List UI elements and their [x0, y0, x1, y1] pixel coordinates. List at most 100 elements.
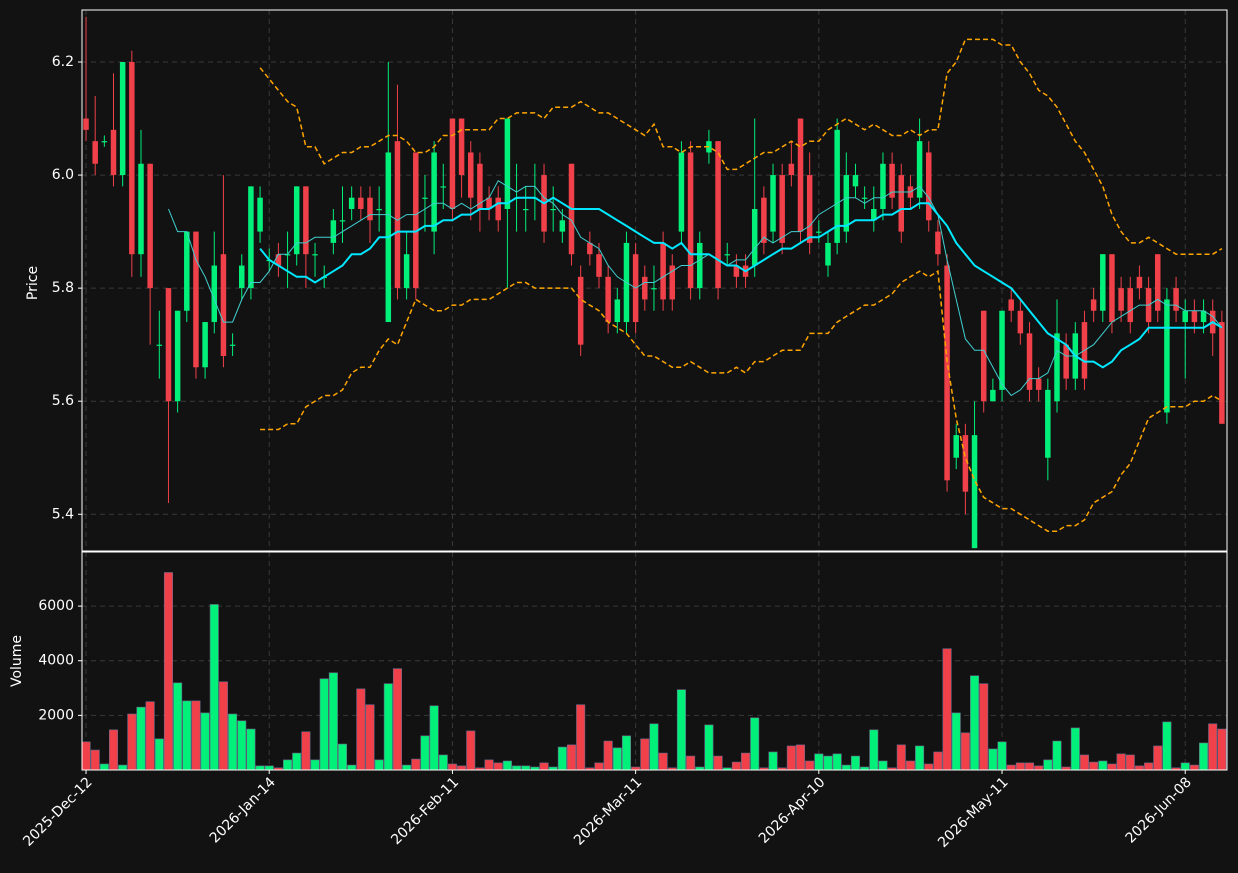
volume-bar	[383, 683, 393, 771]
candle-body	[440, 186, 447, 188]
y-tick-label: 6.0	[52, 167, 74, 183]
volume-bar	[933, 751, 943, 771]
candle-body	[1155, 254, 1161, 311]
volume-bar	[127, 713, 137, 771]
candle-body	[303, 186, 309, 255]
candle-body	[944, 265, 950, 481]
volume-bar	[1015, 762, 1025, 771]
volume-bar	[1024, 762, 1035, 771]
volume-bar	[246, 728, 256, 771]
candle-body	[724, 254, 730, 256]
candle-body	[962, 435, 969, 492]
candle-body	[559, 220, 566, 232]
volume-bar	[841, 764, 851, 771]
candle-body	[1219, 322, 1225, 424]
candle-body	[577, 276, 584, 345]
volume-bar	[1125, 754, 1135, 771]
volume-bar	[429, 705, 439, 771]
volume-bar	[1116, 753, 1126, 771]
candle-body	[971, 435, 978, 549]
candle-body	[211, 265, 218, 323]
y-tick-label: 6.2	[52, 54, 74, 70]
volume-bar	[466, 730, 476, 771]
candle-body	[990, 389, 996, 402]
volume-bar	[237, 720, 247, 771]
volume-bar	[713, 755, 723, 771]
candle-body	[806, 175, 813, 243]
candle-body	[651, 288, 657, 290]
candle-body	[797, 118, 804, 232]
volume-bar	[942, 648, 952, 771]
candle-body	[504, 118, 511, 209]
volume-bar	[988, 748, 998, 771]
volume-bar	[1217, 728, 1227, 771]
candle-body	[825, 242, 831, 266]
candle-body	[871, 208, 877, 221]
volume-bar	[447, 763, 457, 771]
candle-body	[587, 242, 593, 255]
volume-bar	[658, 752, 668, 771]
volume-bar	[1006, 764, 1016, 771]
volume-bar	[557, 746, 567, 771]
volume-bar	[850, 755, 860, 771]
volume-bar	[1043, 759, 1053, 771]
candle-body	[788, 163, 795, 176]
volume-bar	[731, 761, 741, 771]
volume-bar	[997, 741, 1007, 771]
candle-body	[147, 163, 153, 289]
volume-bar	[786, 745, 796, 771]
volume-bar	[1144, 762, 1154, 771]
candle-body	[119, 62, 126, 176]
volume-bar	[402, 764, 412, 771]
candle-body	[1118, 288, 1124, 311]
volume-bar	[924, 763, 934, 771]
volume-bar	[1079, 754, 1089, 771]
volume-bar	[108, 729, 119, 771]
candle-body	[376, 208, 382, 211]
candle-body	[1063, 344, 1069, 379]
candle-body	[1182, 310, 1188, 323]
volume-bar	[173, 682, 183, 771]
volume-bar	[420, 735, 430, 771]
candle-body	[83, 118, 89, 130]
volume-bar	[1208, 723, 1218, 771]
volume-bar	[951, 712, 961, 771]
volume-bar	[145, 701, 155, 771]
volume-bar	[676, 689, 686, 771]
volume-bar	[1180, 762, 1190, 771]
volume-bar	[915, 745, 925, 771]
candle-body	[1008, 299, 1014, 311]
candle-body	[101, 141, 108, 143]
candle-body	[202, 322, 208, 368]
candle-body	[843, 175, 850, 232]
candle-body	[816, 231, 822, 233]
candle-body	[1100, 254, 1106, 311]
candle-body	[367, 197, 373, 221]
candle-body	[284, 254, 291, 256]
candle-body	[614, 299, 621, 323]
volume-bar	[163, 572, 173, 771]
candle-body	[394, 141, 401, 289]
volume-bar	[741, 752, 751, 771]
volume-bar	[603, 740, 613, 771]
candle-body	[330, 220, 337, 243]
candle-body	[468, 152, 474, 198]
candle-body	[852, 175, 859, 187]
candle-body	[1173, 288, 1179, 311]
volume-bar	[1052, 740, 1062, 771]
candle-body	[339, 220, 346, 222]
volume-bar	[1199, 742, 1209, 771]
volume-bar	[566, 744, 577, 771]
candle-body	[184, 231, 190, 311]
candle-body	[257, 197, 263, 232]
candle-body	[293, 186, 300, 255]
candle-body	[678, 152, 685, 232]
y-tick-label: 6000	[38, 598, 74, 614]
volume-bar	[1189, 764, 1199, 771]
candle-body	[898, 175, 905, 232]
candle-body	[449, 118, 456, 209]
candle-body	[669, 265, 676, 300]
volume-bar	[814, 753, 824, 771]
volume-bar	[81, 741, 91, 771]
candle-body	[275, 254, 282, 266]
